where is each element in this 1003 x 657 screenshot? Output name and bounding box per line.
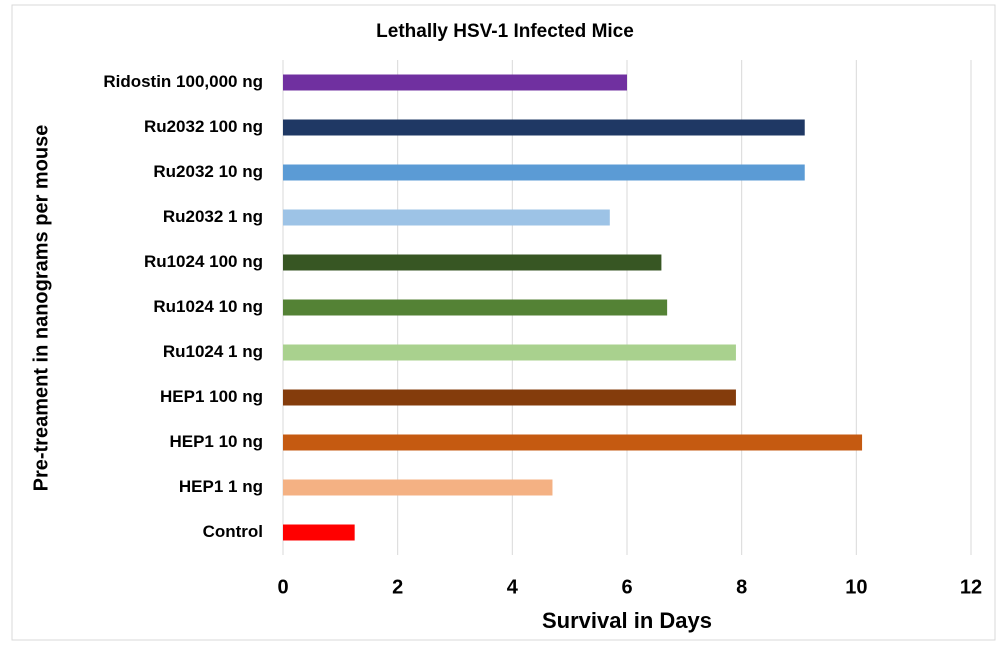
bar	[283, 74, 627, 91]
y-axis-title: Pre-treament in nanograms per mouse	[30, 125, 52, 492]
bar	[283, 119, 805, 136]
chart-frame	[11, 4, 996, 641]
x-tick-label: 10	[845, 576, 867, 598]
y-tick-label: Ru2032 100 ng	[144, 117, 263, 136]
x-tick-label: 8	[736, 576, 747, 598]
bar	[283, 524, 355, 541]
x-tick-label: 6	[621, 576, 632, 598]
bar	[283, 344, 736, 361]
y-tick-label: Ru2032 1 ng	[163, 207, 263, 226]
bar	[283, 389, 736, 406]
y-tick-label: Ru1024 1 ng	[163, 342, 263, 361]
y-tick-label: HEP1 100 ng	[160, 387, 263, 406]
bar	[283, 479, 553, 496]
x-tick-label: 2	[392, 576, 403, 598]
y-tick-label: Ru1024 10 ng	[153, 297, 263, 316]
y-tick-label: Ru2032 10 ng	[153, 162, 263, 181]
bar	[283, 164, 805, 181]
y-tick-label: Control	[203, 522, 263, 541]
bar	[283, 434, 863, 451]
bar	[283, 254, 662, 271]
x-tick-label: 4	[507, 576, 519, 598]
bar	[283, 209, 610, 226]
x-tick-label: 0	[277, 576, 288, 598]
y-tick-label: HEP1 10 ng	[169, 432, 263, 451]
x-tick-label: 12	[960, 576, 982, 598]
bar	[283, 299, 668, 316]
y-tick-label: Ridostin 100,000 ng	[103, 72, 263, 91]
chart-title: Lethally HSV-1 Infected Mice	[376, 21, 634, 42]
y-tick-label: Ru1024 100 ng	[144, 252, 263, 271]
y-tick-label: HEP1 1 ng	[179, 477, 263, 496]
x-axis-title: Survival in Days	[542, 608, 712, 633]
